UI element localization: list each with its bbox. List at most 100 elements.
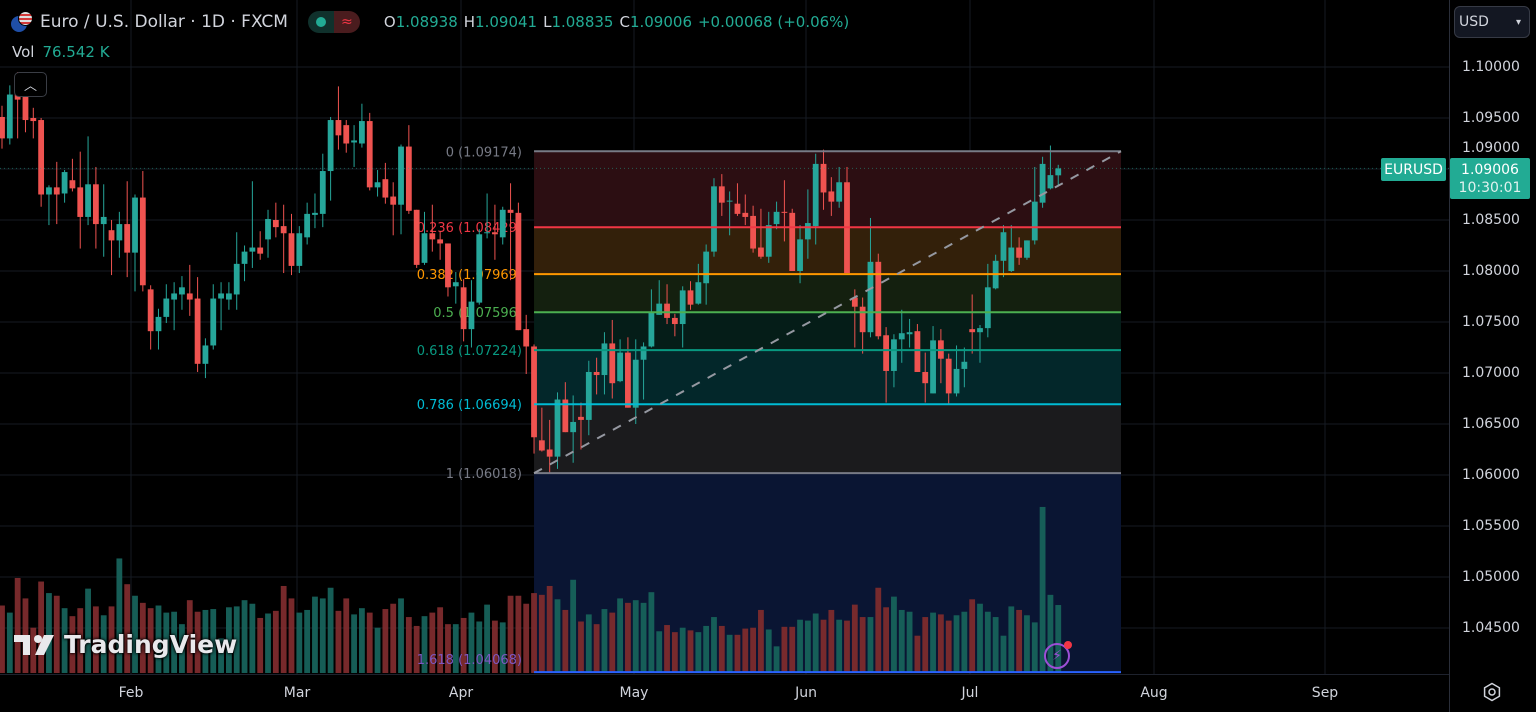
volume-bar [640, 602, 647, 673]
candle-down [413, 209, 420, 265]
high-value: 1.09041 [475, 13, 538, 31]
price-chart[interactable]: 0 (1.09174)0.236 (1.08429)0.382 (1.07969… [0, 0, 1449, 712]
candle-down [77, 187, 84, 217]
volume-bar [1031, 622, 1038, 673]
volume-bar [922, 617, 929, 673]
candle-down [69, 180, 76, 189]
volume-bar [773, 646, 780, 673]
volume-bar [53, 595, 60, 673]
volume-bar [507, 595, 514, 673]
candle-down [0, 116, 5, 139]
volume-bar [155, 605, 162, 673]
volume-bar [906, 611, 913, 673]
gear-icon[interactable] [1482, 682, 1502, 702]
symbol-title[interactable]: Euro / U.S. Dollar · 1D · FXCM [40, 12, 288, 32]
fib-level-label: 0.5 (1.07596) [433, 306, 522, 321]
volume-bar [210, 609, 217, 673]
candle-up [210, 298, 217, 346]
candle-up [452, 282, 459, 287]
volume-bar [429, 612, 436, 673]
candle-down [38, 120, 45, 195]
volume-bar [538, 594, 545, 673]
volume-bar [867, 617, 874, 673]
volume-bar [398, 598, 404, 673]
volume-bar [609, 612, 616, 673]
volume-bar [30, 627, 37, 673]
candle-up [797, 239, 803, 271]
volume-bar [413, 625, 420, 673]
candle-down [288, 233, 295, 266]
change-value: +0.00068 (+0.06%) [697, 13, 850, 31]
last-price: 1.09006 [1461, 161, 1519, 178]
candle-down [945, 358, 952, 394]
volume-bar [492, 620, 498, 673]
collapse-legend-button[interactable]: ︿ [14, 72, 47, 97]
candle-up [468, 301, 475, 330]
candle-up [46, 187, 52, 195]
volume-bar [656, 631, 663, 673]
volume-bar [1000, 635, 1007, 673]
candle-up [679, 290, 686, 325]
candle-up [1024, 240, 1030, 258]
lightning-alert-icon[interactable]: ⚡ [1044, 641, 1072, 669]
candle-down [108, 230, 115, 241]
tradingview-watermark: TradingView [14, 630, 237, 659]
volume-bar [484, 604, 490, 673]
low-label: L [543, 13, 552, 31]
candle-up [804, 223, 811, 240]
volume-bar [734, 634, 741, 673]
candle-up [906, 332, 913, 335]
volume-bar [476, 621, 483, 673]
volume-bar [499, 622, 506, 673]
price-axis-label: 1.08000 [1462, 263, 1520, 279]
candle-up [711, 186, 717, 252]
currency-value: USD [1459, 14, 1489, 30]
fib-level-label: 0.786 (1.06694) [417, 398, 522, 413]
candle-up [773, 211, 780, 225]
candle-down [671, 317, 678, 325]
candle-down [405, 146, 412, 211]
volume-bar [359, 608, 365, 673]
volume-bar [265, 613, 271, 673]
watermark-text: TradingView [64, 630, 238, 659]
fib-level-label: 1.618 (1.04068) [417, 653, 522, 668]
volume-bar [1008, 606, 1015, 673]
approx-icon: ≈ [333, 11, 360, 33]
candle-down [593, 371, 600, 376]
volume-bar [758, 609, 764, 673]
market-status-toggle[interactable]: ≈ [307, 11, 360, 33]
currency-dropdown[interactable]: USD ▾ [1454, 6, 1530, 38]
time-axis-label: Sep [1311, 685, 1339, 701]
candle-up [202, 345, 209, 364]
volume-bar [797, 619, 803, 673]
volume-bar [679, 627, 686, 673]
candle-up [132, 197, 138, 253]
volume-bar [992, 617, 999, 673]
candle-down [625, 352, 631, 408]
bar-countdown: 10:30:01 [1458, 179, 1522, 196]
candle-down [194, 298, 201, 364]
candle-down [437, 239, 444, 244]
time-axis-border [0, 674, 1449, 675]
price-axis-label: 1.10000 [1462, 59, 1520, 75]
volume-bar [914, 635, 921, 673]
volume-bar [593, 624, 600, 673]
fib-level-label: 0.618 (1.07224) [417, 344, 522, 359]
volume-bar [218, 638, 224, 673]
candle-down [750, 215, 757, 249]
fib-trend-line [533, 150, 1122, 475]
volume-bar [249, 603, 256, 673]
volume-bar [531, 593, 537, 673]
volume-bar [578, 621, 584, 673]
volume-bar [945, 620, 952, 673]
volume-bar [186, 600, 193, 673]
candle-up [359, 121, 365, 144]
volume-label[interactable]: Vol [12, 43, 35, 61]
price-axis-label: 1.06500 [1462, 416, 1520, 432]
candle-down [734, 203, 741, 214]
candle-up [640, 346, 647, 360]
candle-down [186, 293, 193, 300]
candle-down [30, 118, 37, 122]
last-price-tag: 1.09006 10:30:01 [1450, 158, 1530, 199]
candle-up [1008, 247, 1015, 271]
